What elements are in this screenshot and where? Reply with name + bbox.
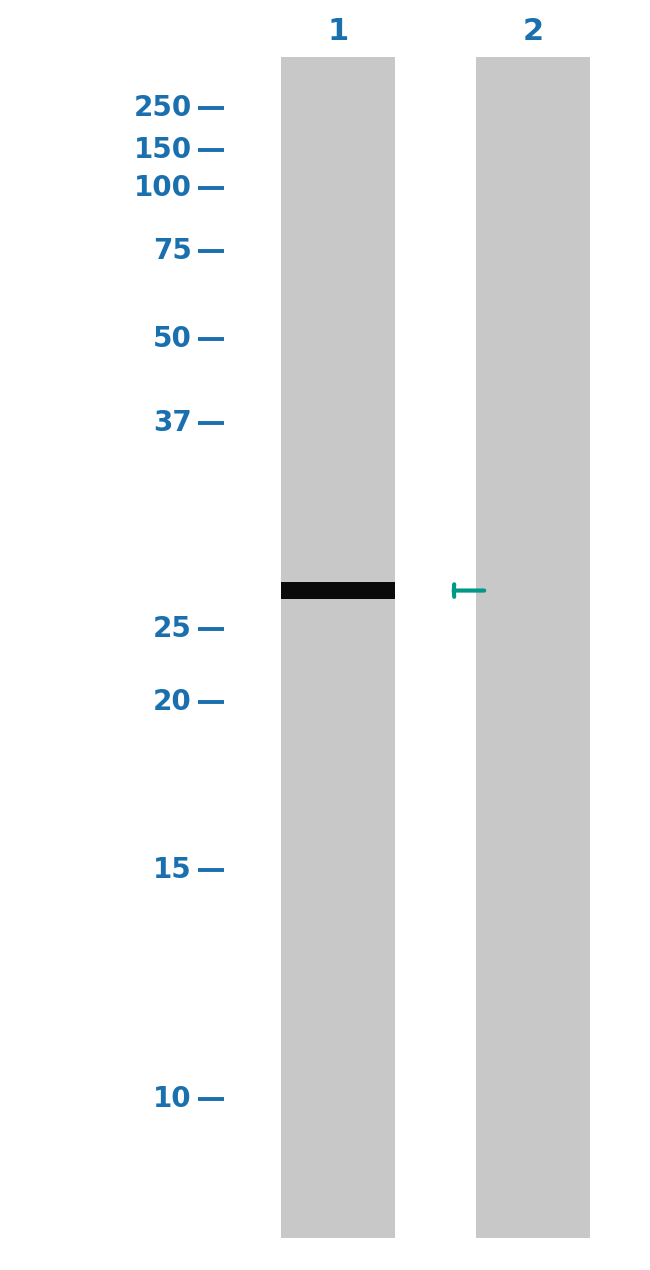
Text: 2: 2 [523, 18, 543, 46]
Bar [281, 57, 395, 1238]
Text: 1: 1 [328, 18, 348, 46]
Text: 150: 150 [134, 136, 192, 164]
Text: 250: 250 [133, 94, 192, 122]
Text: 10: 10 [153, 1085, 192, 1113]
Bar [281, 582, 395, 599]
Text: 37: 37 [153, 409, 192, 437]
Text: 50: 50 [153, 325, 192, 353]
Text: 20: 20 [153, 688, 192, 716]
Bar [476, 57, 590, 1238]
Text: 100: 100 [134, 174, 192, 202]
Text: 75: 75 [153, 237, 192, 265]
Text: 25: 25 [153, 615, 192, 643]
Text: 15: 15 [153, 856, 192, 884]
